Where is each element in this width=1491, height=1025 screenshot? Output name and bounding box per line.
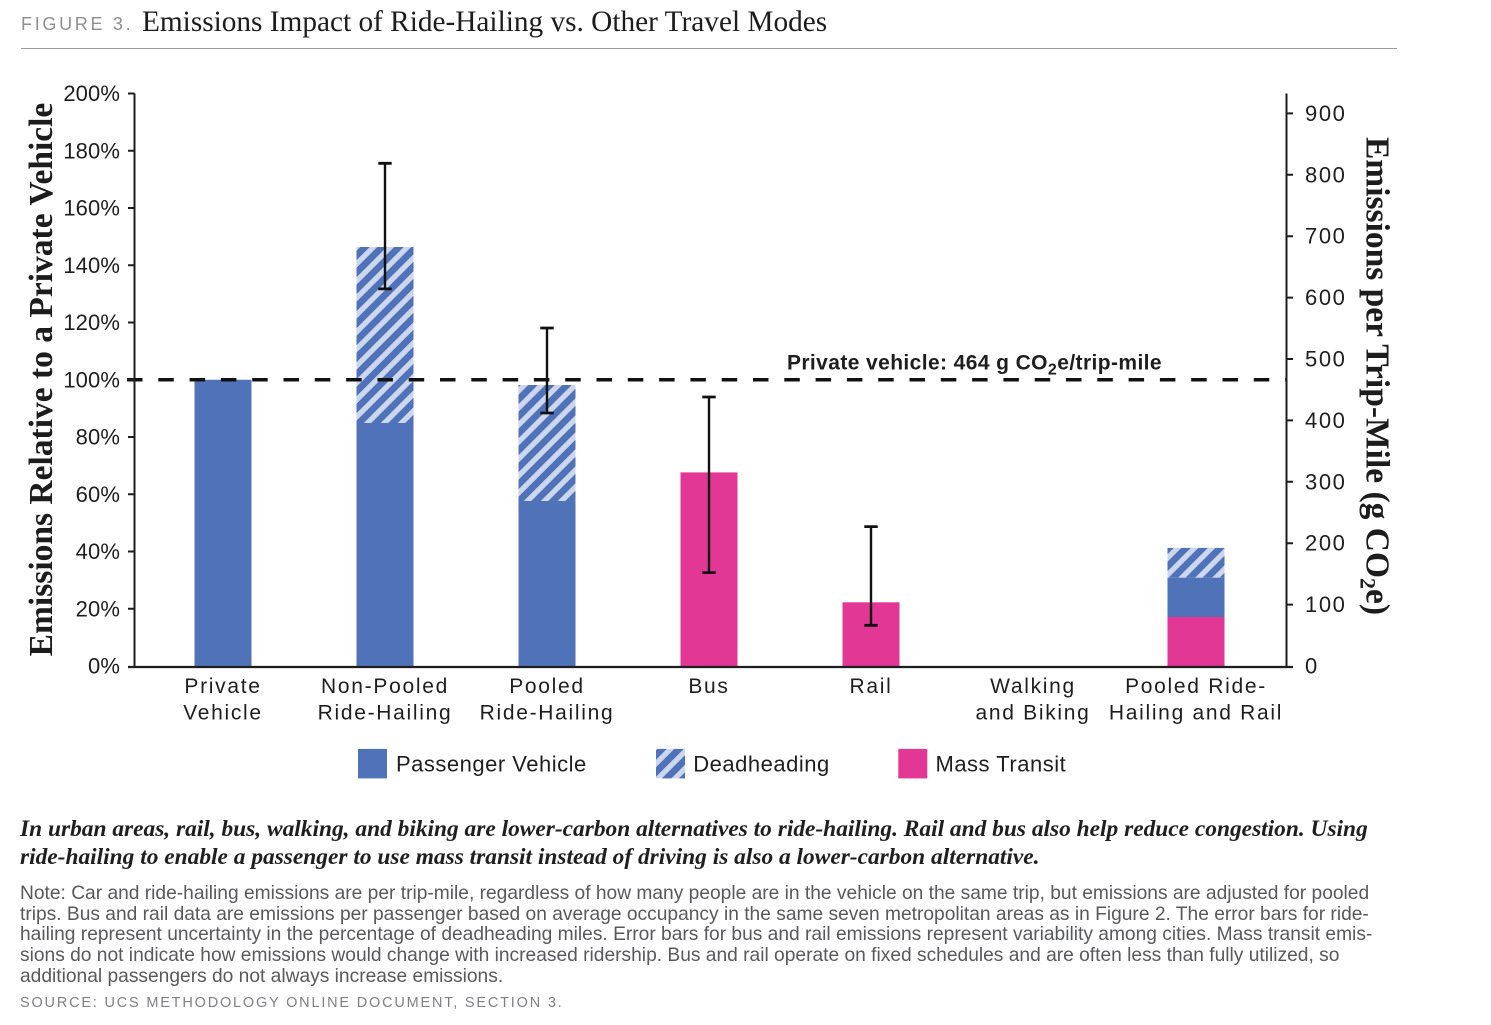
svg-text:900: 900 <box>1305 101 1347 126</box>
svg-text:Pooled: Pooled <box>509 675 585 698</box>
svg-text:100%: 100% <box>63 367 120 392</box>
svg-text:80%: 80% <box>76 425 120 450</box>
svg-text:100: 100 <box>1305 592 1347 617</box>
svg-text:300: 300 <box>1305 469 1347 494</box>
svg-text:500: 500 <box>1305 347 1347 372</box>
svg-text:400: 400 <box>1305 408 1347 433</box>
svg-text:Pooled Ride-: Pooled Ride- <box>1125 675 1267 698</box>
svg-text:Private vehicle: 464 g CO2e/tr: Private vehicle: 464 g CO2e/trip-mile <box>787 351 1162 378</box>
svg-text:Private: Private <box>184 675 261 698</box>
svg-text:Ride-Hailing: Ride-Hailing <box>318 701 453 724</box>
svg-text:200: 200 <box>1305 531 1347 556</box>
svg-text:160%: 160% <box>63 196 120 221</box>
svg-text:40%: 40% <box>76 539 120 564</box>
svg-text:200%: 200% <box>63 81 120 106</box>
svg-text:20%: 20% <box>76 596 120 621</box>
svg-text:Emissions per Trip-Mile (g CO2: Emissions per Trip-Mile (g CO2e) <box>1356 137 1396 615</box>
svg-text:Walking: Walking <box>990 675 1076 698</box>
svg-text:180%: 180% <box>63 138 120 163</box>
svg-text:800: 800 <box>1305 162 1347 187</box>
svg-text:Bus: Bus <box>688 675 729 698</box>
svg-text:Ride-Hailing: Ride-Hailing <box>480 701 615 724</box>
svg-text:Deadheading: Deadheading <box>693 752 829 777</box>
svg-text:0: 0 <box>1305 654 1319 679</box>
svg-text:Vehicle: Vehicle <box>183 701 263 724</box>
svg-text:Non-Pooled: Non-Pooled <box>321 675 449 698</box>
svg-text:Hailing and Rail: Hailing and Rail <box>1109 701 1283 724</box>
svg-text:Emissions Relative to a Privat: Emissions Relative to a Private Vehicle <box>23 103 60 657</box>
svg-text:700: 700 <box>1305 224 1347 249</box>
svg-text:140%: 140% <box>63 253 120 278</box>
svg-text:60%: 60% <box>76 482 120 507</box>
svg-text:Mass Transit: Mass Transit <box>936 752 1067 777</box>
svg-text:Rail: Rail <box>850 675 893 698</box>
svg-text:0%: 0% <box>88 654 120 679</box>
svg-text:120%: 120% <box>63 310 120 335</box>
svg-text:600: 600 <box>1305 285 1347 310</box>
svg-text:and Biking: and Biking <box>975 701 1090 724</box>
svg-text:Passenger Vehicle: Passenger Vehicle <box>396 752 587 777</box>
